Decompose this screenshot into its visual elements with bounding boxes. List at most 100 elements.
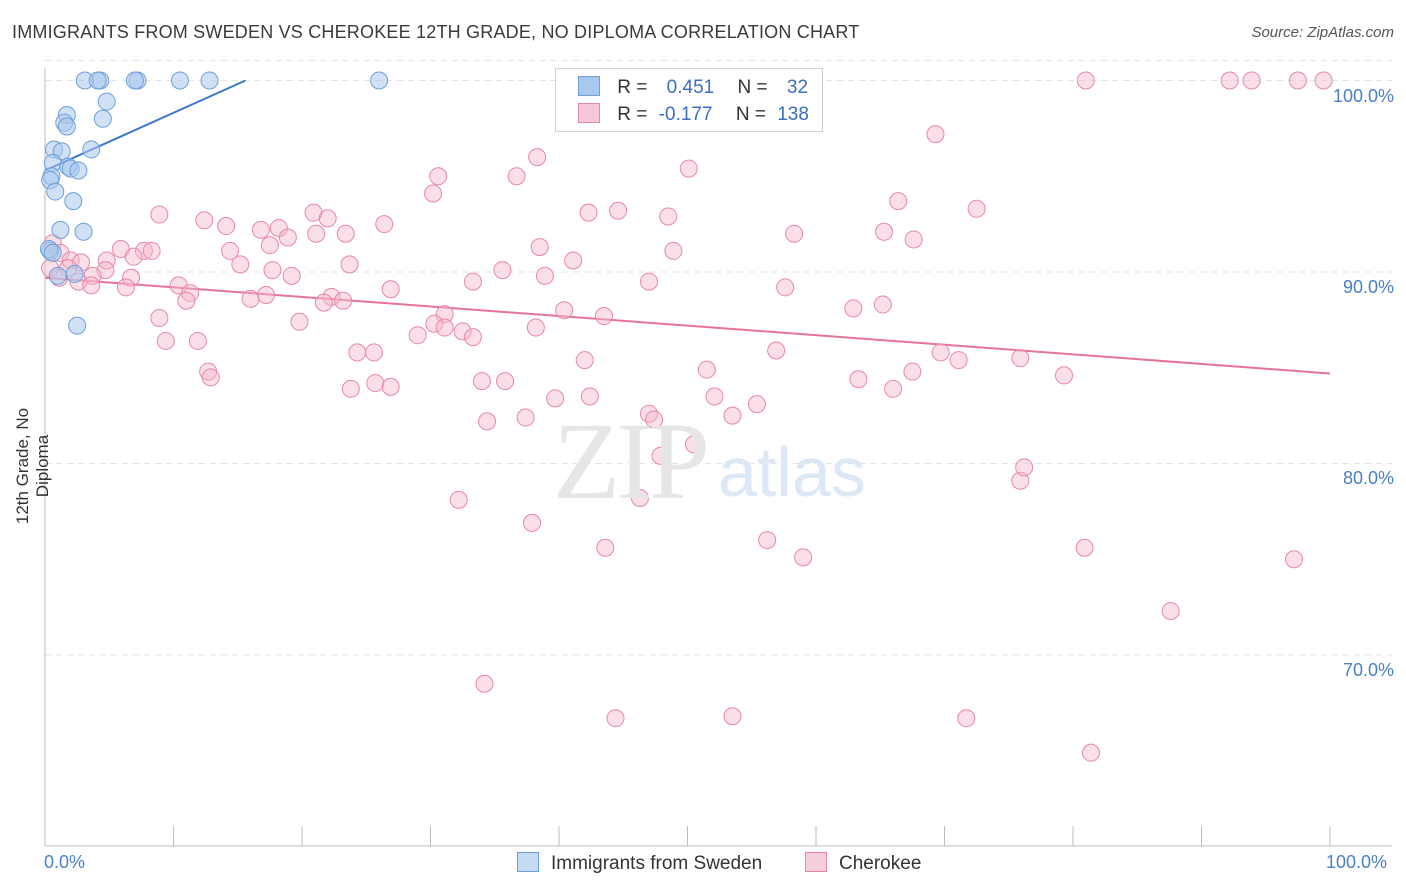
cherokee-point: [282, 266, 301, 285]
legend-r-value: -0.177: [658, 104, 713, 125]
cherokee-point: [425, 314, 444, 333]
sweden-point: [370, 71, 389, 90]
cherokee-point: [651, 446, 670, 465]
cherokee-point: [1076, 71, 1095, 90]
y-tick-label: 70.0%: [1342, 660, 1394, 680]
cherokee-point: [472, 372, 491, 391]
cherokee-point: [684, 435, 703, 454]
legend-r-value: 0.451: [666, 77, 715, 98]
cherokee-point: [269, 218, 288, 237]
cherokee-point: [526, 318, 545, 337]
cherokee-point: [926, 125, 945, 144]
sweden-point: [68, 316, 87, 335]
cherokee-point: [528, 148, 547, 167]
cherokee-point: [1285, 550, 1304, 569]
chart-title: IMMIGRANTS FROM SWEDEN VS CHEROKEE 12TH …: [12, 22, 860, 42]
sweden-point: [82, 140, 101, 159]
legend-n-value: 32: [786, 77, 809, 98]
cherokee-point: [156, 331, 175, 350]
cherokee-point: [957, 709, 976, 728]
cherokee-point: [1055, 366, 1074, 385]
cherokee-point: [1081, 743, 1100, 762]
cherokee-point: [884, 379, 903, 398]
cherokee-point: [873, 295, 892, 314]
cherokee-point: [217, 217, 236, 236]
bottom-legend-cherokee: Cherokee: [805, 852, 921, 875]
cherokee-point: [949, 351, 968, 370]
cherokee-point: [221, 241, 240, 260]
cherokee-point: [630, 488, 649, 507]
cherokee-point: [758, 531, 777, 550]
x-tick-label: 100.0%: [1326, 852, 1388, 872]
cherokee-point: [794, 548, 813, 567]
cherokee-point: [116, 278, 135, 297]
cherokee-point: [475, 674, 494, 693]
cherokee-point: [776, 278, 795, 297]
cherokee-point: [575, 351, 594, 370]
cherokee-point: [263, 261, 282, 280]
bottom-legend-sweden: Immigrants from Sweden: [517, 852, 762, 875]
cherokee-point: [278, 228, 297, 247]
cherokee-point: [260, 236, 279, 255]
cherokee-point: [381, 280, 400, 299]
points-sweden: [39, 71, 389, 335]
cherokee-point: [564, 251, 583, 270]
cherokee-point: [124, 247, 143, 266]
cherokee-point: [664, 241, 683, 260]
cherokee-point: [1314, 71, 1333, 90]
source-label: Source: ZipAtlas.com: [1251, 24, 1394, 41]
trend-line-sweden-path: [44, 79, 246, 172]
legend-row-cherokee: R = -0.177 N = 138: [578, 103, 809, 126]
cherokee-point: [364, 343, 383, 362]
cherokee-point: [767, 341, 786, 360]
cherokee-point: [150, 205, 169, 224]
cherokee-point: [639, 404, 658, 423]
cherokee-point: [341, 379, 360, 398]
cherokee-point: [82, 276, 101, 295]
sweden-point: [46, 182, 65, 201]
cherokee-point: [697, 360, 716, 379]
cherokee-point: [463, 328, 482, 347]
y-axis-label: 12th Grade, No Diploma: [13, 407, 52, 525]
cherokee-point: [134, 241, 153, 260]
bottom-legend-swatch-cherokee: [805, 852, 827, 872]
sweden-point: [125, 71, 144, 90]
cherokee-point: [609, 201, 628, 220]
cherokee-point: [408, 326, 427, 345]
bottom-legend-label-sweden: Immigrants from Sweden: [551, 853, 763, 874]
x-tick-label: 0.0%: [44, 852, 86, 872]
sweden-point: [43, 243, 62, 262]
y-tick-label: 90.0%: [1342, 277, 1394, 297]
cherokee-point: [307, 224, 326, 243]
cherokee-point: [334, 291, 353, 310]
cherokee-point: [97, 251, 116, 270]
cherokee-point: [844, 299, 863, 318]
cherokee-point: [1015, 458, 1034, 477]
cherokee-point: [705, 387, 724, 406]
cherokee-point: [257, 285, 276, 304]
cherokee-point: [1011, 471, 1030, 490]
cherokee-point: [723, 707, 742, 726]
cherokee-point: [1242, 71, 1261, 90]
sweden-point: [48, 266, 67, 285]
sweden-point: [57, 117, 76, 136]
cherokee-point: [1220, 71, 1239, 90]
cherokee-point: [231, 255, 250, 274]
axes: [44, 68, 1392, 847]
cherokee-point: [1011, 349, 1030, 368]
cherokee-point: [1075, 538, 1094, 557]
cherokee-point: [366, 374, 385, 393]
sweden-point: [170, 71, 189, 90]
legend-n-label: N =: [737, 77, 768, 98]
cherokee-point: [535, 266, 554, 285]
cherokee-point: [478, 412, 497, 431]
legend-swatch-sweden: [578, 76, 600, 96]
cherokee-point: [340, 255, 359, 274]
legend-n-label: N =: [735, 104, 766, 125]
legend-r-label: R =: [617, 104, 648, 125]
cherokee-point: [555, 301, 574, 320]
cherokee-point: [348, 343, 367, 362]
sweden-point: [200, 71, 219, 90]
cherokee-point: [606, 709, 625, 728]
cherokee-point: [659, 207, 678, 226]
